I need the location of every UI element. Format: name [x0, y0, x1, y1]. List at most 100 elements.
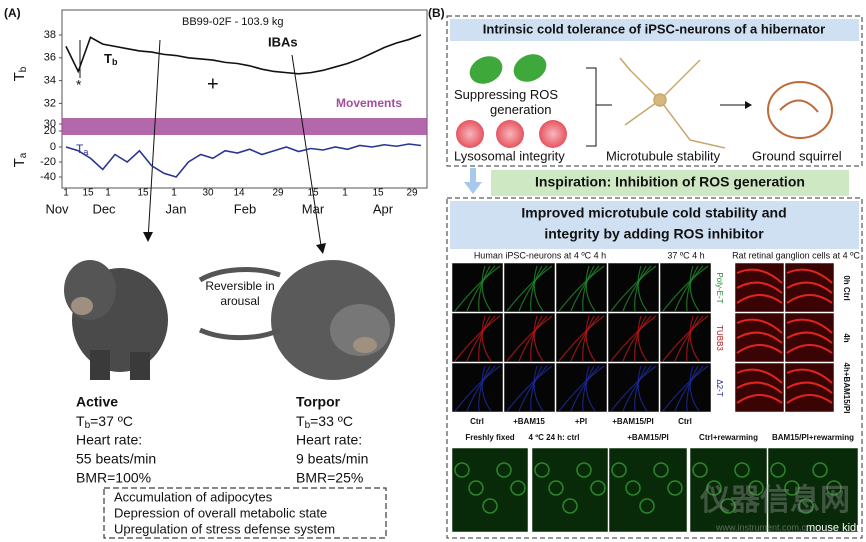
stain-label: Poly-E-T	[715, 272, 724, 303]
day-label: 15	[137, 188, 149, 199]
micrograph	[531, 447, 609, 533]
cell	[454, 462, 470, 478]
item: Suppressing ROS generation	[454, 87, 558, 117]
micrograph	[608, 447, 688, 533]
rat-row-label: 4h	[842, 333, 851, 342]
kidney-column-label: Freshly fixed	[465, 433, 514, 442]
neuron	[619, 57, 726, 149]
tb-axis-title: Tb	[11, 66, 29, 81]
stain-label: TUBB3	[715, 325, 724, 351]
fiber	[634, 265, 647, 312]
fiber	[558, 315, 605, 362]
fiber	[736, 381, 783, 394]
torpor-bear	[271, 260, 395, 380]
tick-label: -20	[40, 156, 56, 168]
result-title: integrity by adding ROS inhibitor	[544, 226, 764, 242]
tick-label: 38	[44, 29, 56, 41]
panel-label: (A)	[4, 6, 21, 20]
cell	[548, 480, 564, 496]
fiber	[506, 315, 553, 362]
micrograph	[451, 447, 529, 533]
item: Lysosomal integrity	[454, 148, 565, 163]
title-bar	[450, 19, 859, 41]
fiber	[530, 365, 543, 412]
kidney-column-label: +BAM15/PI	[627, 433, 669, 442]
column-label: Ctrl	[470, 417, 484, 426]
arrow	[147, 39, 161, 241]
fiber	[686, 315, 699, 362]
fiber	[637, 265, 648, 312]
fiber	[736, 281, 783, 294]
fiber	[622, 265, 652, 312]
cell	[692, 462, 708, 478]
cycle-text: Reversible in arousal	[205, 279, 274, 308]
chart-title: BB99-02F - 103.9 kg	[182, 16, 284, 28]
tb-label: Tb	[104, 51, 118, 67]
movement-band	[62, 118, 427, 135]
tick-label: 34	[44, 75, 56, 87]
fiber	[689, 365, 700, 412]
watermark: 仪器信息网	[699, 483, 850, 517]
month-label: Feb	[234, 201, 256, 216]
kidney-column-label: BAM15/PI+rewarming	[772, 433, 854, 442]
arrowhead	[316, 243, 326, 254]
ta-axis-title: Ta	[11, 152, 29, 167]
fiber	[558, 365, 605, 412]
watermark-url: www.instrument.com.cn	[715, 522, 811, 532]
fiber	[454, 365, 501, 412]
column-label: +BAM15/PI	[612, 417, 654, 426]
fiber	[570, 315, 600, 362]
fiber	[582, 365, 595, 412]
ta-label: Ta	[76, 142, 88, 157]
micrographs: Poly-E-T TUBB3 Δ2-T 0h Ctrl 4h 4h+BAM15/PI Ctr…	[451, 262, 859, 533]
day-label: 15	[307, 188, 319, 199]
fiber	[786, 381, 833, 394]
fiber	[454, 315, 501, 362]
cell	[576, 462, 592, 478]
fiber	[786, 331, 833, 344]
header: 37 ºC 4 h	[667, 250, 704, 260]
fiber	[518, 265, 548, 312]
column-label: +BAM15	[513, 417, 545, 426]
ibas-label: IBAs	[268, 34, 298, 49]
fiber	[637, 315, 648, 362]
cell	[748, 480, 764, 496]
fiber	[786, 318, 833, 334]
fiber	[530, 315, 543, 362]
fiber	[634, 315, 647, 362]
fiber	[689, 265, 700, 312]
fiber	[736, 394, 783, 404]
rat-row-label: 0h Ctrl	[842, 275, 851, 300]
movements-label: Movements	[336, 96, 402, 110]
svg-text:Tb=33 ºC: Tb=33 ºC	[296, 413, 353, 431]
fiber	[506, 265, 553, 312]
fiber	[466, 265, 496, 312]
fiber	[585, 265, 596, 312]
cell	[590, 480, 606, 496]
fiber	[610, 265, 657, 312]
day-label: 29	[272, 188, 284, 199]
mitochondria	[456, 54, 567, 148]
cell	[798, 498, 814, 514]
cell	[770, 462, 786, 478]
svg-text:BMR=25%: BMR=25%	[296, 470, 363, 486]
cell	[510, 480, 526, 496]
arrowhead	[745, 101, 752, 109]
fiber	[674, 365, 704, 412]
fiber	[686, 265, 699, 312]
fiber	[786, 281, 833, 294]
cycle-arrows	[198, 267, 282, 341]
cell	[812, 462, 828, 478]
fiber	[674, 265, 704, 312]
panel-label: (B)	[428, 6, 445, 20]
fiber	[466, 365, 496, 412]
fiber	[662, 315, 709, 362]
day-label: 1	[342, 188, 348, 199]
fiber	[622, 365, 652, 412]
day-label: 14	[233, 188, 245, 199]
fiber	[481, 265, 492, 312]
tick-label: 30	[44, 118, 56, 130]
squirrel	[767, 81, 833, 139]
fiber	[481, 315, 492, 362]
arrow	[291, 54, 323, 253]
